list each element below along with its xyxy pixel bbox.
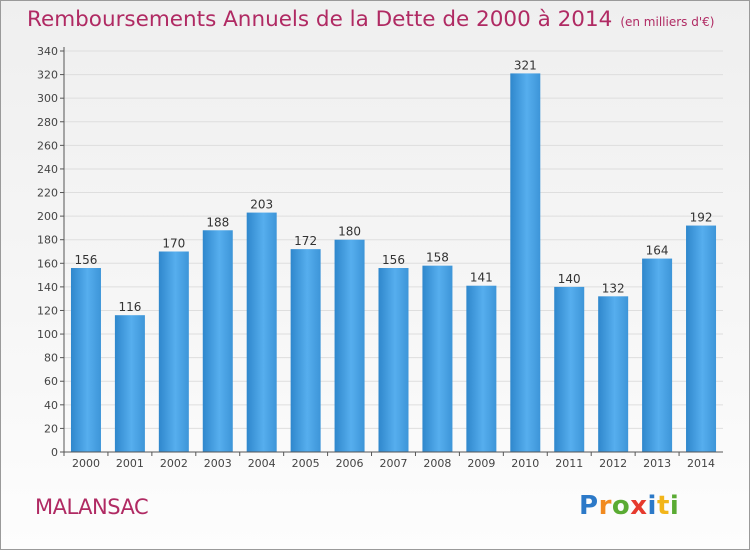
y-tick-label: 140 [37,281,58,294]
x-tick-label: 2010 [511,457,539,470]
y-tick-label: 60 [44,375,58,388]
labels-group: 0 20 40 60 80 100 120 140 160 180 200 220 240 260 280 3… [37,45,715,470]
bar-2012 [598,296,629,452]
y-tick-label: 20 [44,422,58,435]
bar-2002 [158,251,189,452]
y-tick-label: 300 [37,92,58,105]
bars-group [70,73,717,453]
y-tick-label: 40 [44,399,58,412]
bar-2000 [70,268,101,452]
bar-2007 [378,268,409,452]
value-label: 192 [690,211,713,225]
commune-name: MALANSAC [35,495,149,519]
value-label: 172 [294,234,317,248]
y-tick-label: 320 [37,69,58,82]
bar-2006 [334,239,365,452]
value-label: 164 [646,244,669,258]
y-tick-label: 160 [37,257,58,270]
bar-2010 [510,73,541,453]
x-tick-label: 2005 [292,457,320,470]
x-tick-label: 2008 [423,457,451,470]
y-tick-label: 340 [37,45,58,58]
value-label: 188 [206,215,229,229]
y-tick-label: 200 [37,210,58,223]
value-label: 156 [382,253,405,267]
x-tick-label: 2013 [643,457,671,470]
x-tick-label: 2007 [380,457,408,470]
proxiti-logo: Proxiti [579,491,680,521]
x-tick-label: 2004 [248,457,276,470]
y-tick-label: 100 [37,328,58,341]
bar-2013 [642,258,673,452]
value-label: 116 [118,300,141,314]
bar-2004 [246,212,277,452]
chart-title-text: Remboursements Annuels de la Dette de 20… [27,7,613,32]
value-label: 321 [514,58,537,72]
x-tick-label: 2011 [555,457,583,470]
value-label: 156 [75,253,98,267]
x-tick-label: 2001 [116,457,144,470]
bar-2011 [554,286,585,452]
value-label: 203 [250,198,273,212]
bar-2005 [290,249,321,452]
axes-group [60,47,723,456]
chart-subtitle: (en milliers d'€) [620,15,715,29]
value-label: 158 [426,251,449,265]
value-label: 180 [338,225,361,239]
x-tick-label: 2003 [204,457,232,470]
y-tick-label: 220 [37,187,58,200]
chart-title: Remboursements Annuels de la Dette de 20… [27,7,714,32]
y-tick-label: 0 [51,446,58,459]
y-tick-label: 280 [37,116,58,129]
x-tick-label: 2009 [467,457,495,470]
bar-2008 [422,265,453,452]
y-tick-label: 120 [37,304,58,317]
bar-2014 [686,225,717,452]
y-tick-label: 240 [37,163,58,176]
bar-2003 [202,230,233,452]
x-tick-label: 2002 [160,457,188,470]
y-tick-label: 260 [37,139,58,152]
bar-2001 [114,315,145,452]
x-tick-label: 2006 [336,457,364,470]
y-tick-label: 80 [44,352,58,365]
bar-2009 [466,285,497,452]
x-tick-label: 2012 [599,457,627,470]
value-label: 170 [162,237,185,251]
x-tick-label: 2014 [687,457,715,470]
y-tick-label: 180 [37,234,58,247]
value-label: 141 [470,271,493,285]
value-label: 140 [558,272,581,286]
x-tick-label: 2000 [72,457,100,470]
value-label: 132 [602,281,625,295]
